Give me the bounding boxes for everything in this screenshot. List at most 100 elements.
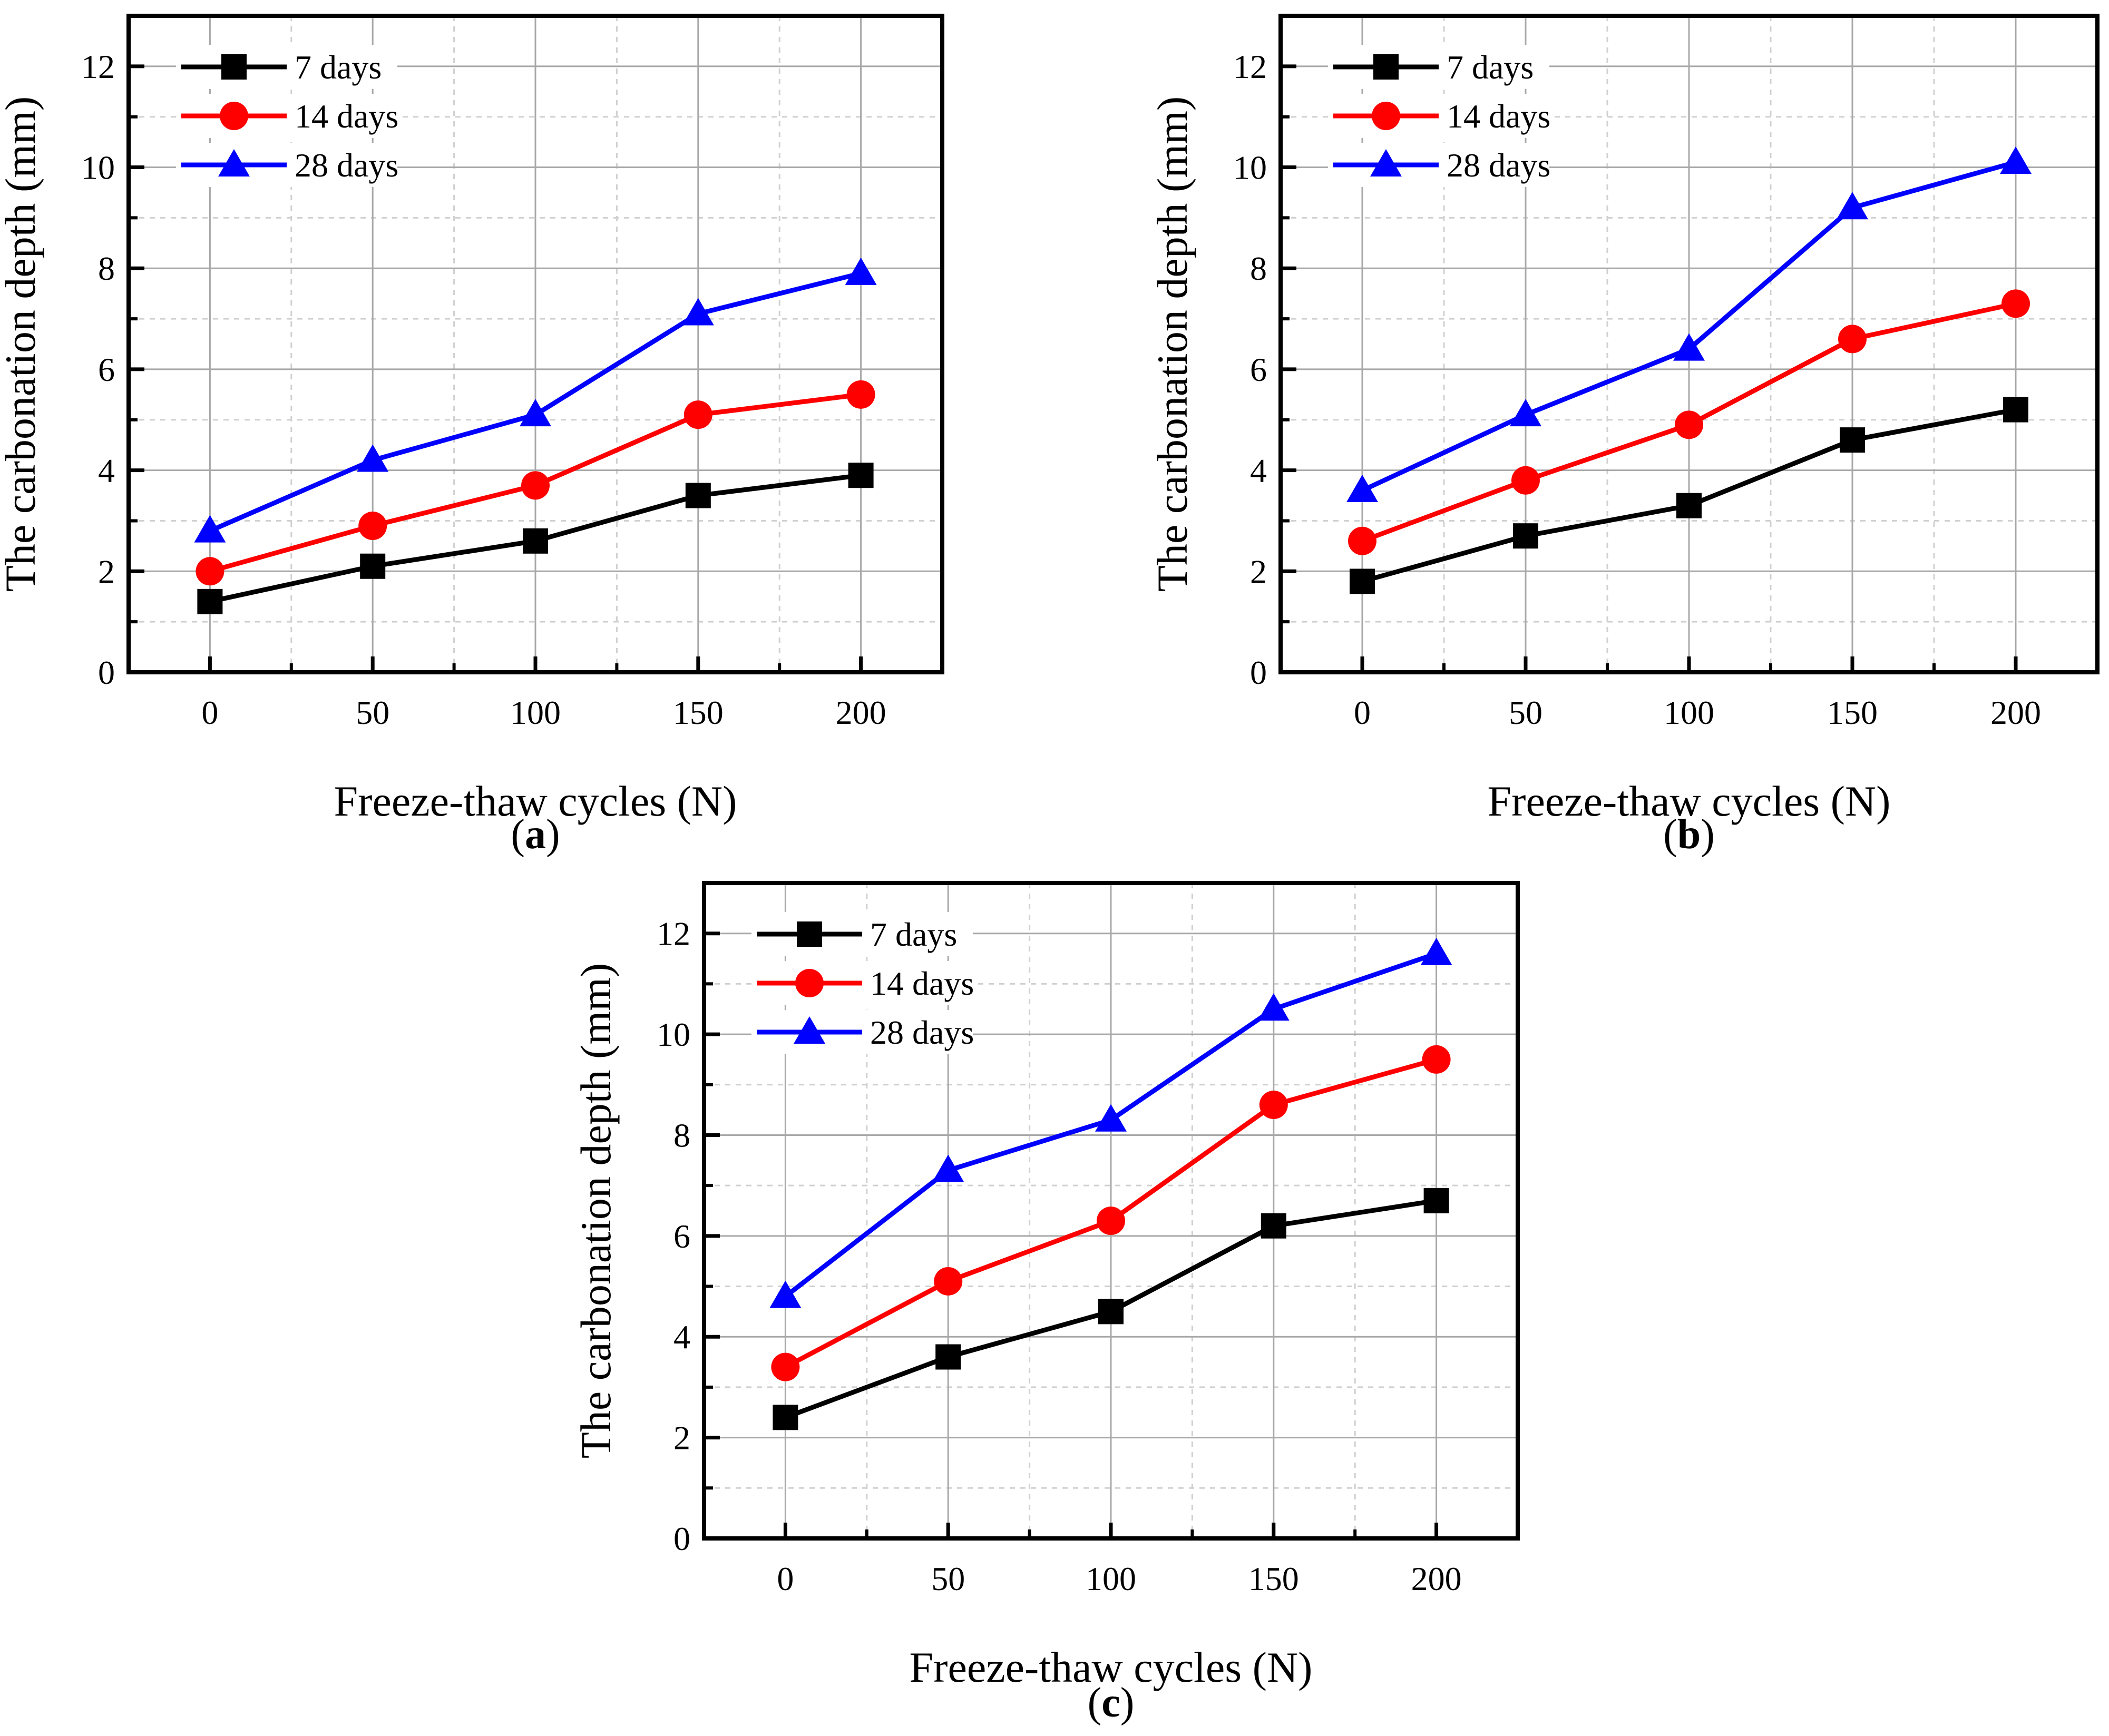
series-7-days: [197, 463, 874, 614]
series-28-days: [194, 257, 877, 543]
legend: 7 days 14 days 28 days: [1328, 45, 1550, 187]
series-7-days: [1350, 397, 2028, 594]
y-tick-label: 12: [81, 48, 115, 85]
y-tick-label: 12: [1233, 48, 1267, 85]
x-tick-label: 150: [1827, 694, 1878, 731]
legend: 7 days 14 days 28 days: [751, 912, 974, 1054]
x-axis-title: Freeze-thaw cycles (N): [910, 1643, 1313, 1691]
x-tick-label: 0: [777, 1560, 794, 1597]
data-point: [1098, 1299, 1124, 1325]
data-point: [358, 512, 387, 541]
data-point: [682, 298, 714, 326]
y-axis-title: The carbonation depth (mm): [0, 96, 44, 592]
x-tick-label: 50: [1509, 694, 1542, 731]
panel-label-letter: b: [1677, 811, 1701, 858]
y-axis-title: The carbonation depth (mm): [572, 963, 620, 1458]
y-tick-label: 4: [1250, 452, 1267, 489]
y-tick-label: 10: [1233, 149, 1267, 187]
y-tick-label: 6: [673, 1218, 690, 1255]
data-point: [769, 1280, 802, 1308]
data-point: [1346, 474, 1378, 502]
legend-marker: [794, 1016, 825, 1044]
x-tick-label: 200: [836, 694, 886, 731]
x-tick-label: 200: [1990, 694, 2041, 731]
x-tick-label: 150: [673, 694, 724, 731]
x-tick-label: 0: [1354, 694, 1371, 731]
series-28-days: [769, 937, 1452, 1308]
legend-marker: [1372, 102, 1400, 130]
legend-marker: [1373, 54, 1399, 80]
plot-frame: [702, 881, 1520, 1541]
series-14-days: [1348, 289, 2030, 555]
legend-marker: [795, 969, 824, 997]
y-tick-label: 0: [98, 654, 115, 691]
panel-label-letter: a: [525, 811, 546, 858]
data-point: [771, 1352, 800, 1381]
x-tick-label: 200: [1411, 1560, 1462, 1597]
data-point: [521, 471, 550, 500]
y-tick-label: 0: [673, 1520, 690, 1557]
data-point: [1422, 1045, 1451, 1074]
legend-marker: [220, 102, 248, 130]
data-point: [1840, 427, 1865, 453]
data-point: [934, 1267, 963, 1296]
series-14-days: [771, 1045, 1451, 1381]
y-tick-label: 4: [98, 452, 115, 489]
y-tick-label: 10: [657, 1016, 690, 1053]
x-tick-label: 100: [1664, 694, 1714, 731]
legend: 7 days 14 days 28 days: [176, 45, 398, 187]
data-point: [1837, 192, 1868, 220]
legend-marker: [218, 149, 250, 176]
legend-label: 14 days: [295, 97, 398, 135]
panel-label-open-paren: (: [511, 811, 525, 858]
plot-frame: [1278, 14, 2100, 674]
data-point: [684, 400, 712, 429]
data-point: [1259, 1091, 1288, 1120]
x-tick-label: 150: [1248, 1560, 1299, 1597]
y-tick-label: 6: [1250, 351, 1267, 388]
data-point: [1350, 568, 1375, 594]
panel-label-open-paren: (: [1088, 1680, 1102, 1726]
legend-label: 28 days: [870, 1014, 974, 1051]
data-point: [523, 528, 548, 554]
data-point: [1095, 1104, 1127, 1132]
x-tick-label: 100: [1086, 1560, 1136, 1597]
data-point: [1513, 523, 1538, 549]
panel-label-letter: c: [1101, 1680, 1120, 1726]
data-point: [1257, 993, 1290, 1021]
data-point: [1838, 325, 1867, 354]
panel-label-close-paren: ): [546, 811, 560, 858]
series-7-days: [773, 1188, 1449, 1430]
data-point: [685, 483, 711, 508]
legend-label: 7 days: [295, 48, 382, 86]
legend-label: 7 days: [870, 916, 957, 953]
data-point: [2000, 146, 2032, 174]
data-point: [194, 515, 226, 543]
legend-label: 7 days: [1447, 48, 1534, 86]
y-tick-label: 0: [1250, 654, 1267, 691]
x-tick-label: 100: [510, 694, 561, 731]
y-tick-label: 4: [673, 1318, 690, 1356]
y-tick-label: 6: [98, 351, 115, 388]
panel-label-close-paren: ): [1120, 1680, 1135, 1726]
x-tick-label: 50: [356, 694, 389, 731]
data-point: [2003, 397, 2028, 423]
data-point: [935, 1344, 961, 1370]
data-point: [845, 257, 877, 285]
y-tick-label: 2: [673, 1419, 690, 1457]
data-point: [773, 1405, 798, 1430]
panel-label: (a): [511, 811, 560, 858]
data-point: [1676, 493, 1702, 518]
y-tick-label: 8: [98, 250, 115, 287]
legend-label: 14 days: [1447, 97, 1550, 135]
data-point: [1673, 333, 1705, 361]
legend-marker: [221, 54, 247, 80]
data-point: [848, 463, 874, 488]
panel-label-close-paren: ): [1701, 811, 1715, 858]
chart-panel-a: 0 50 100 150 200 0 2 4 6 8 10 12 Freeze-thaw cycles …: [0, 14, 944, 858]
panel-label: (b): [1663, 811, 1715, 858]
data-point: [1675, 410, 1703, 439]
series-28-days: [1346, 146, 2032, 502]
data-point: [197, 589, 223, 614]
